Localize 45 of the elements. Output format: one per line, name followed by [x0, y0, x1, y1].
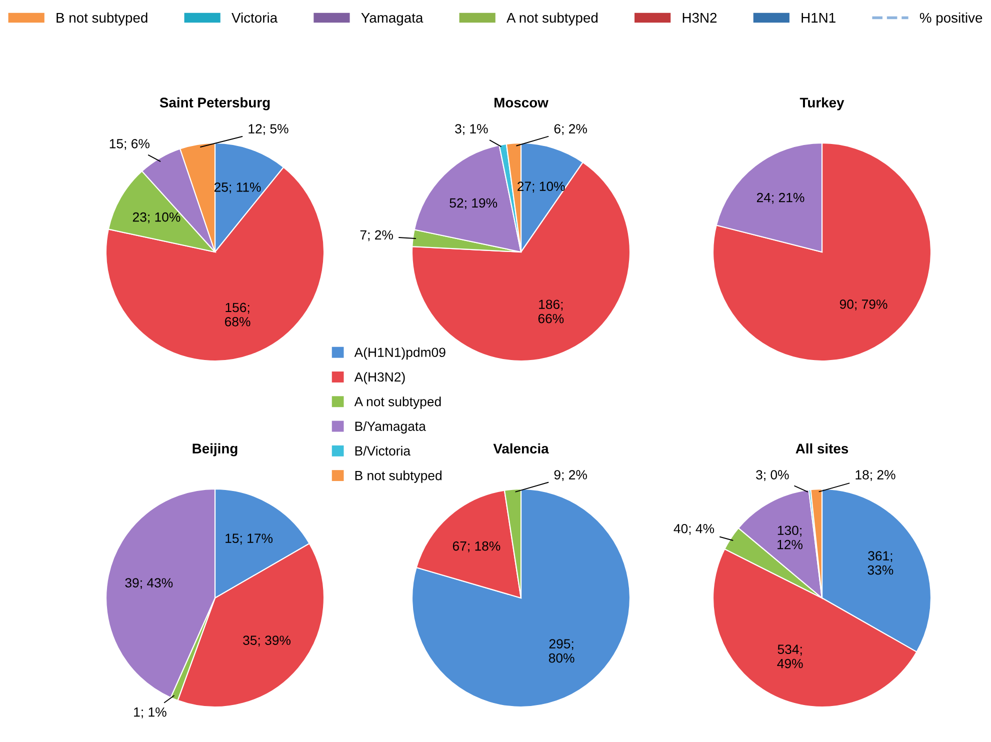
chart-title: Valencia: [493, 443, 549, 454]
data-label: 52; 19%: [450, 198, 498, 210]
data-label: 1; 1%: [134, 707, 166, 718]
chart-title: All sites: [796, 443, 848, 454]
legend-label: B/Victoria: [355, 446, 411, 456]
data-label: 40; 4%: [674, 524, 714, 535]
data-label: 90; 79%: [840, 300, 888, 310]
data-label: 361; 33%: [868, 551, 894, 575]
data-label: 12; 5%: [248, 124, 288, 136]
data-label: 24; 21%: [756, 192, 804, 204]
pie-slice: [411, 488, 631, 708]
chart-title: Turkey: [800, 97, 844, 110]
data-label: 67; 18%: [452, 541, 500, 552]
legend-label: A(H3N2): [354, 372, 405, 384]
data-label: 35; 39%: [243, 636, 291, 647]
legend-label: A not subtyped: [354, 396, 441, 409]
data-label: 15; 17%: [226, 534, 273, 545]
legend-label: H3N2: [682, 12, 717, 23]
data-label: 6; 2%: [554, 124, 587, 136]
chart-title: Moscow: [494, 98, 548, 108]
chart-title: Beijing: [192, 443, 238, 456]
pie-slice: [712, 142, 932, 362]
data-label: 130; 12%: [778, 526, 802, 550]
legend-label: B/Yamagata: [355, 421, 426, 434]
legend-label: A(H1N1)pdm09: [354, 347, 446, 360]
data-label: 534; 49%: [777, 644, 803, 668]
legend-label: Yamagata: [361, 13, 424, 26]
data-label: 186; 66%: [538, 300, 564, 324]
legend-label: % positive: [920, 12, 982, 26]
legend-label: A not subtyped: [506, 12, 598, 26]
data-label: 18; 2%: [856, 470, 896, 482]
legend-label: Victoria: [232, 12, 278, 23]
data-label: 3; 0%: [756, 470, 789, 482]
legend-label: H1N1: [802, 13, 836, 23]
data-label: 7; 2%: [360, 230, 393, 242]
data-label: 3; 1%: [455, 124, 488, 136]
data-label: 39; 43%: [125, 578, 173, 590]
chart-title: Saint Petersburg: [160, 97, 270, 110]
legend-label: B not subtyped: [56, 12, 148, 26]
legend-label: B not subtyped: [355, 470, 442, 483]
data-label: 9; 2%: [554, 470, 587, 482]
data-label: 23; 10%: [132, 212, 180, 224]
data-label: 295; 80%: [548, 639, 574, 663]
data-label: 156; 68%: [225, 302, 250, 326]
data-label: 15; 6%: [110, 139, 150, 150]
